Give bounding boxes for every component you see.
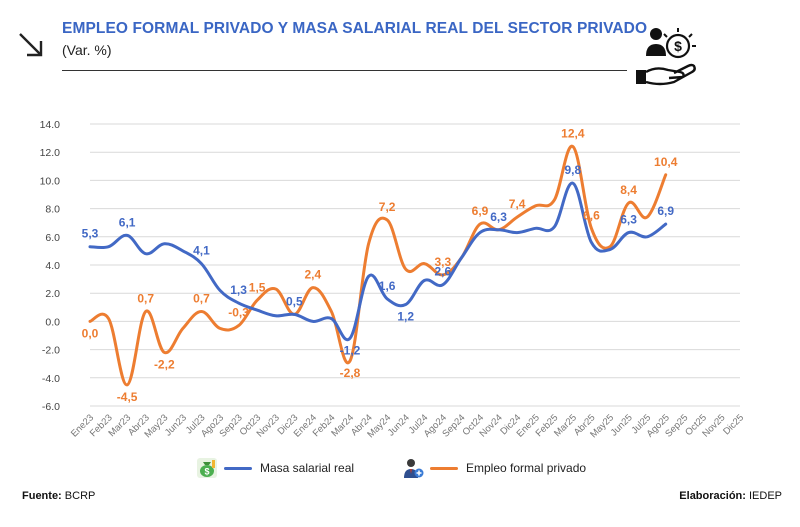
data-label: 7,4 (509, 197, 526, 211)
data-label: 4,1 (193, 244, 210, 258)
x-tick-label: Jun24 (386, 412, 412, 438)
data-label: 12,4 (561, 127, 585, 141)
legend-label-empleo-formal: Empleo formal privado (466, 461, 587, 475)
y-tick-label: 8.0 (45, 204, 60, 216)
data-label: 6,1 (119, 215, 136, 229)
source-label: Fuente: (22, 490, 62, 502)
legend-item-empleo-formal: Empleo formal privado (402, 456, 586, 480)
data-label: 0,7 (193, 292, 210, 306)
y-axis: 14.0 12.0 10.0 8.0 6.0 4.0 2.0 0.0 -2.0 -4.0 -6.0 (40, 119, 61, 413)
y-tick-label: -2.0 (42, 345, 60, 357)
chart-subtitle: (Var. %) (62, 42, 112, 58)
data-label: 9,8 (565, 163, 582, 177)
x-tick-label: Jun25 (609, 412, 635, 438)
data-label: 0,7 (137, 292, 154, 306)
data-label: 2,4 (305, 268, 322, 282)
data-label: -1,2 (340, 343, 361, 357)
y-tick-label: 2.0 (45, 288, 60, 300)
data-labels: 5,36,14,11,30,5-1,21,61,22,66,39,86,36,9… (82, 127, 678, 404)
y-tick-label: 14.0 (40, 119, 61, 131)
data-label: 1,5 (249, 280, 266, 294)
series-line-masa-salarial (88, 181, 668, 342)
hand-money-icon: $ (636, 28, 696, 86)
data-label: 6,3 (490, 210, 507, 224)
chart-grid (90, 123, 740, 407)
elab-value: IEDEP (748, 490, 782, 502)
title-divider (62, 70, 627, 71)
legend-item-masa-salarial: $ Masa salarial real (196, 456, 354, 480)
source-note: Fuente: BCRP (22, 490, 95, 502)
data-label: 6,6 (583, 208, 600, 222)
data-label: -0,3 (228, 306, 249, 320)
elab-label: Elaboración: (679, 490, 746, 502)
data-label: -2,2 (154, 357, 175, 371)
y-tick-label: 12.0 (40, 147, 61, 159)
source-value: BCRP (64, 490, 96, 502)
data-label: 1,3 (230, 283, 247, 297)
data-label: 3,3 (435, 255, 452, 269)
x-axis: Ene23Feb23Mar23Abr23May23Jun23Jul23Ago23… (69, 412, 746, 440)
y-tick-label: -4.0 (42, 373, 60, 385)
data-label: 1,6 (379, 279, 396, 293)
y-tick-label: 6.0 (45, 232, 60, 244)
svg-text:$: $ (204, 467, 209, 477)
arrow-down-right-icon (19, 33, 43, 57)
data-label: 2,6 (435, 265, 452, 279)
y-tick-label: 10.0 (40, 175, 61, 187)
data-label: -2,8 (340, 366, 361, 380)
data-label: 6,3 (620, 213, 637, 227)
data-label: 7,2 (379, 200, 396, 214)
money-bag-icon: $ (197, 458, 217, 478)
chart-series (88, 145, 668, 387)
y-tick-label: 0.0 (45, 316, 60, 328)
legend-label-masa-salarial: Masa salarial real (260, 461, 355, 475)
y-tick-label: 4.0 (45, 260, 60, 272)
y-tick-label: -6.0 (42, 401, 60, 413)
x-tick-label: Dic25 (721, 412, 746, 437)
data-label: 6,9 (657, 204, 674, 218)
data-label: 1,2 (397, 309, 414, 323)
worker-add-icon (404, 459, 424, 478)
elaboration-note: Elaboración: IEDEP (679, 490, 782, 502)
series-line-empleo-formal (88, 145, 668, 387)
data-label: 5,3 (82, 227, 99, 241)
data-label: 10,4 (654, 155, 678, 169)
data-label: 8,4 (620, 183, 637, 197)
data-label: 6,9 (472, 204, 489, 218)
legend-line-blue (224, 466, 252, 470)
svg-text:$: $ (674, 38, 682, 54)
legend-line-orange (430, 466, 458, 470)
data-label: 0,5 (286, 294, 303, 308)
data-label: -4,5 (117, 390, 138, 404)
x-tick-label: Jun23 (163, 412, 189, 438)
data-label: 0,0 (82, 326, 99, 340)
chart-title: EMPLEO FORMAL PRIVADO Y MASA SALARIAL RE… (62, 20, 648, 37)
